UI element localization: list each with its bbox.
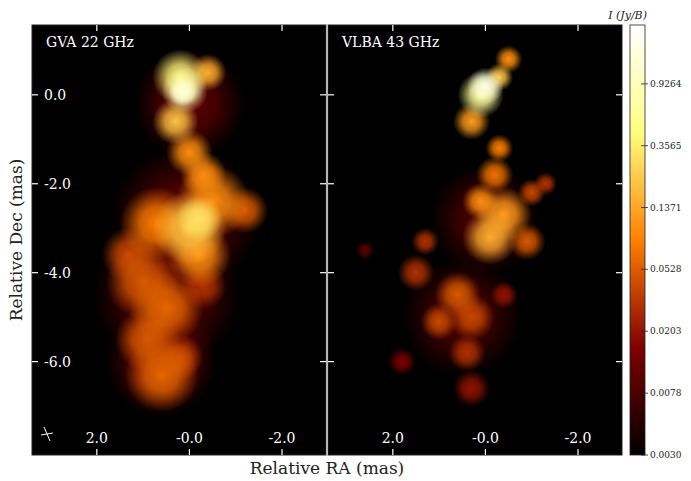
x-tick: [281, 449, 282, 455]
emission: [92, 48, 268, 417]
frame: [328, 25, 622, 455]
y-tick-label: -4.0: [44, 265, 71, 281]
y-tick: [328, 183, 334, 184]
y-tick-label: -6.0: [44, 354, 71, 370]
panel-title: GVA 22 GHz: [46, 34, 134, 50]
colorbar-tick-label: 0.9264: [650, 79, 682, 89]
y-tick-label: 0.0: [44, 87, 66, 103]
emission-component: [490, 281, 518, 309]
colorbar-tick-label: 0.0078: [650, 388, 682, 398]
colorbar-tick: [641, 455, 645, 456]
x-tick: [96, 25, 97, 31]
x-tick: [281, 25, 282, 31]
y-tick: [328, 272, 334, 273]
x-tick: [189, 25, 190, 31]
y-tick: [328, 361, 334, 362]
colorbar-tick: [641, 83, 645, 84]
y-tick: [616, 272, 622, 273]
colorbar-tick: [645, 145, 648, 146]
colorbar-tick-label: 0.0030: [650, 450, 682, 460]
emission-component: [125, 338, 199, 412]
y-tick: [32, 361, 38, 362]
beam: [41, 433, 53, 435]
x-tick-label: -2.0: [565, 430, 592, 446]
colorbar-label: I (Jy/B): [607, 9, 647, 22]
colorbar: [630, 25, 645, 455]
x-tick: [96, 449, 97, 455]
y-tick: [320, 94, 326, 95]
x-tick-label: 2.0: [382, 430, 404, 446]
y-tick: [320, 272, 326, 273]
panel-title: VLBA 43 GHz: [341, 34, 439, 50]
emission-component: [176, 196, 222, 242]
colorbar-tick: [645, 83, 648, 84]
x-tick: [577, 25, 578, 31]
emission-component: [356, 241, 375, 260]
emission-component: [152, 191, 226, 265]
y-tick: [616, 361, 622, 362]
colorbar-tick: [641, 331, 645, 332]
frame: [32, 25, 326, 455]
emission-component: [169, 79, 197, 107]
colorbar-tick-label: 0.0203: [650, 326, 682, 336]
x-tick-label: -0.0: [176, 430, 203, 446]
y-tick: [32, 183, 38, 184]
x-tick: [485, 25, 486, 31]
plot-background: [32, 25, 326, 455]
emission-component: [388, 348, 416, 376]
colorbar-tick: [645, 269, 648, 270]
y-axis-title: Relative Dec (mas): [6, 159, 26, 322]
x-tick: [392, 449, 393, 455]
figure: 2.0 -0.0 -2.0 0.0 -2.0 -4.0 -6.0 GVA 22 GHz 2.0 -…: [0, 0, 691, 481]
x-tick: [485, 449, 486, 455]
y-tick-label: -2.0: [44, 176, 71, 192]
x-axis-title: Relative RA (mas): [250, 458, 405, 478]
colorbar-tick: [641, 145, 645, 146]
colorbar-tick: [645, 331, 648, 332]
x-tick-label: -2.0: [269, 430, 296, 446]
y-tick: [320, 361, 326, 362]
emission-component: [462, 209, 518, 265]
colorbar-tick: [645, 455, 648, 456]
x-tick-label: 2.0: [86, 430, 108, 446]
emission-component: [467, 67, 504, 104]
emission-component: [162, 67, 208, 113]
colorbar-tick: [641, 269, 645, 270]
colorbar-tick: [641, 207, 645, 208]
y-tick: [328, 94, 334, 95]
x-tick: [392, 25, 393, 31]
plot-background: [328, 25, 622, 455]
colorbar-tick: [641, 393, 645, 394]
emission-component: [434, 272, 480, 318]
y-tick: [32, 94, 38, 95]
y-tick: [32, 272, 38, 273]
x-tick: [189, 449, 190, 455]
colorbar-tick-label: 0.3565: [650, 141, 682, 151]
emission-component: [411, 228, 439, 256]
x-tick: [577, 449, 578, 455]
colorbar-tick: [645, 207, 648, 208]
colorbar-tick-label: 0.0528: [650, 264, 682, 274]
colorbar-tick: [645, 393, 648, 394]
emission-component: [180, 152, 226, 198]
emission-component: [485, 134, 513, 162]
y-tick: [616, 183, 622, 184]
emission-component: [397, 254, 434, 291]
x-tick-label: -0.0: [472, 430, 499, 446]
emission: [356, 45, 557, 406]
y-tick: [320, 183, 326, 184]
y-tick: [616, 94, 622, 95]
separator: [327, 25, 328, 455]
emission-component: [453, 370, 490, 407]
colorbar-tick-label: 0.1371: [650, 203, 682, 213]
